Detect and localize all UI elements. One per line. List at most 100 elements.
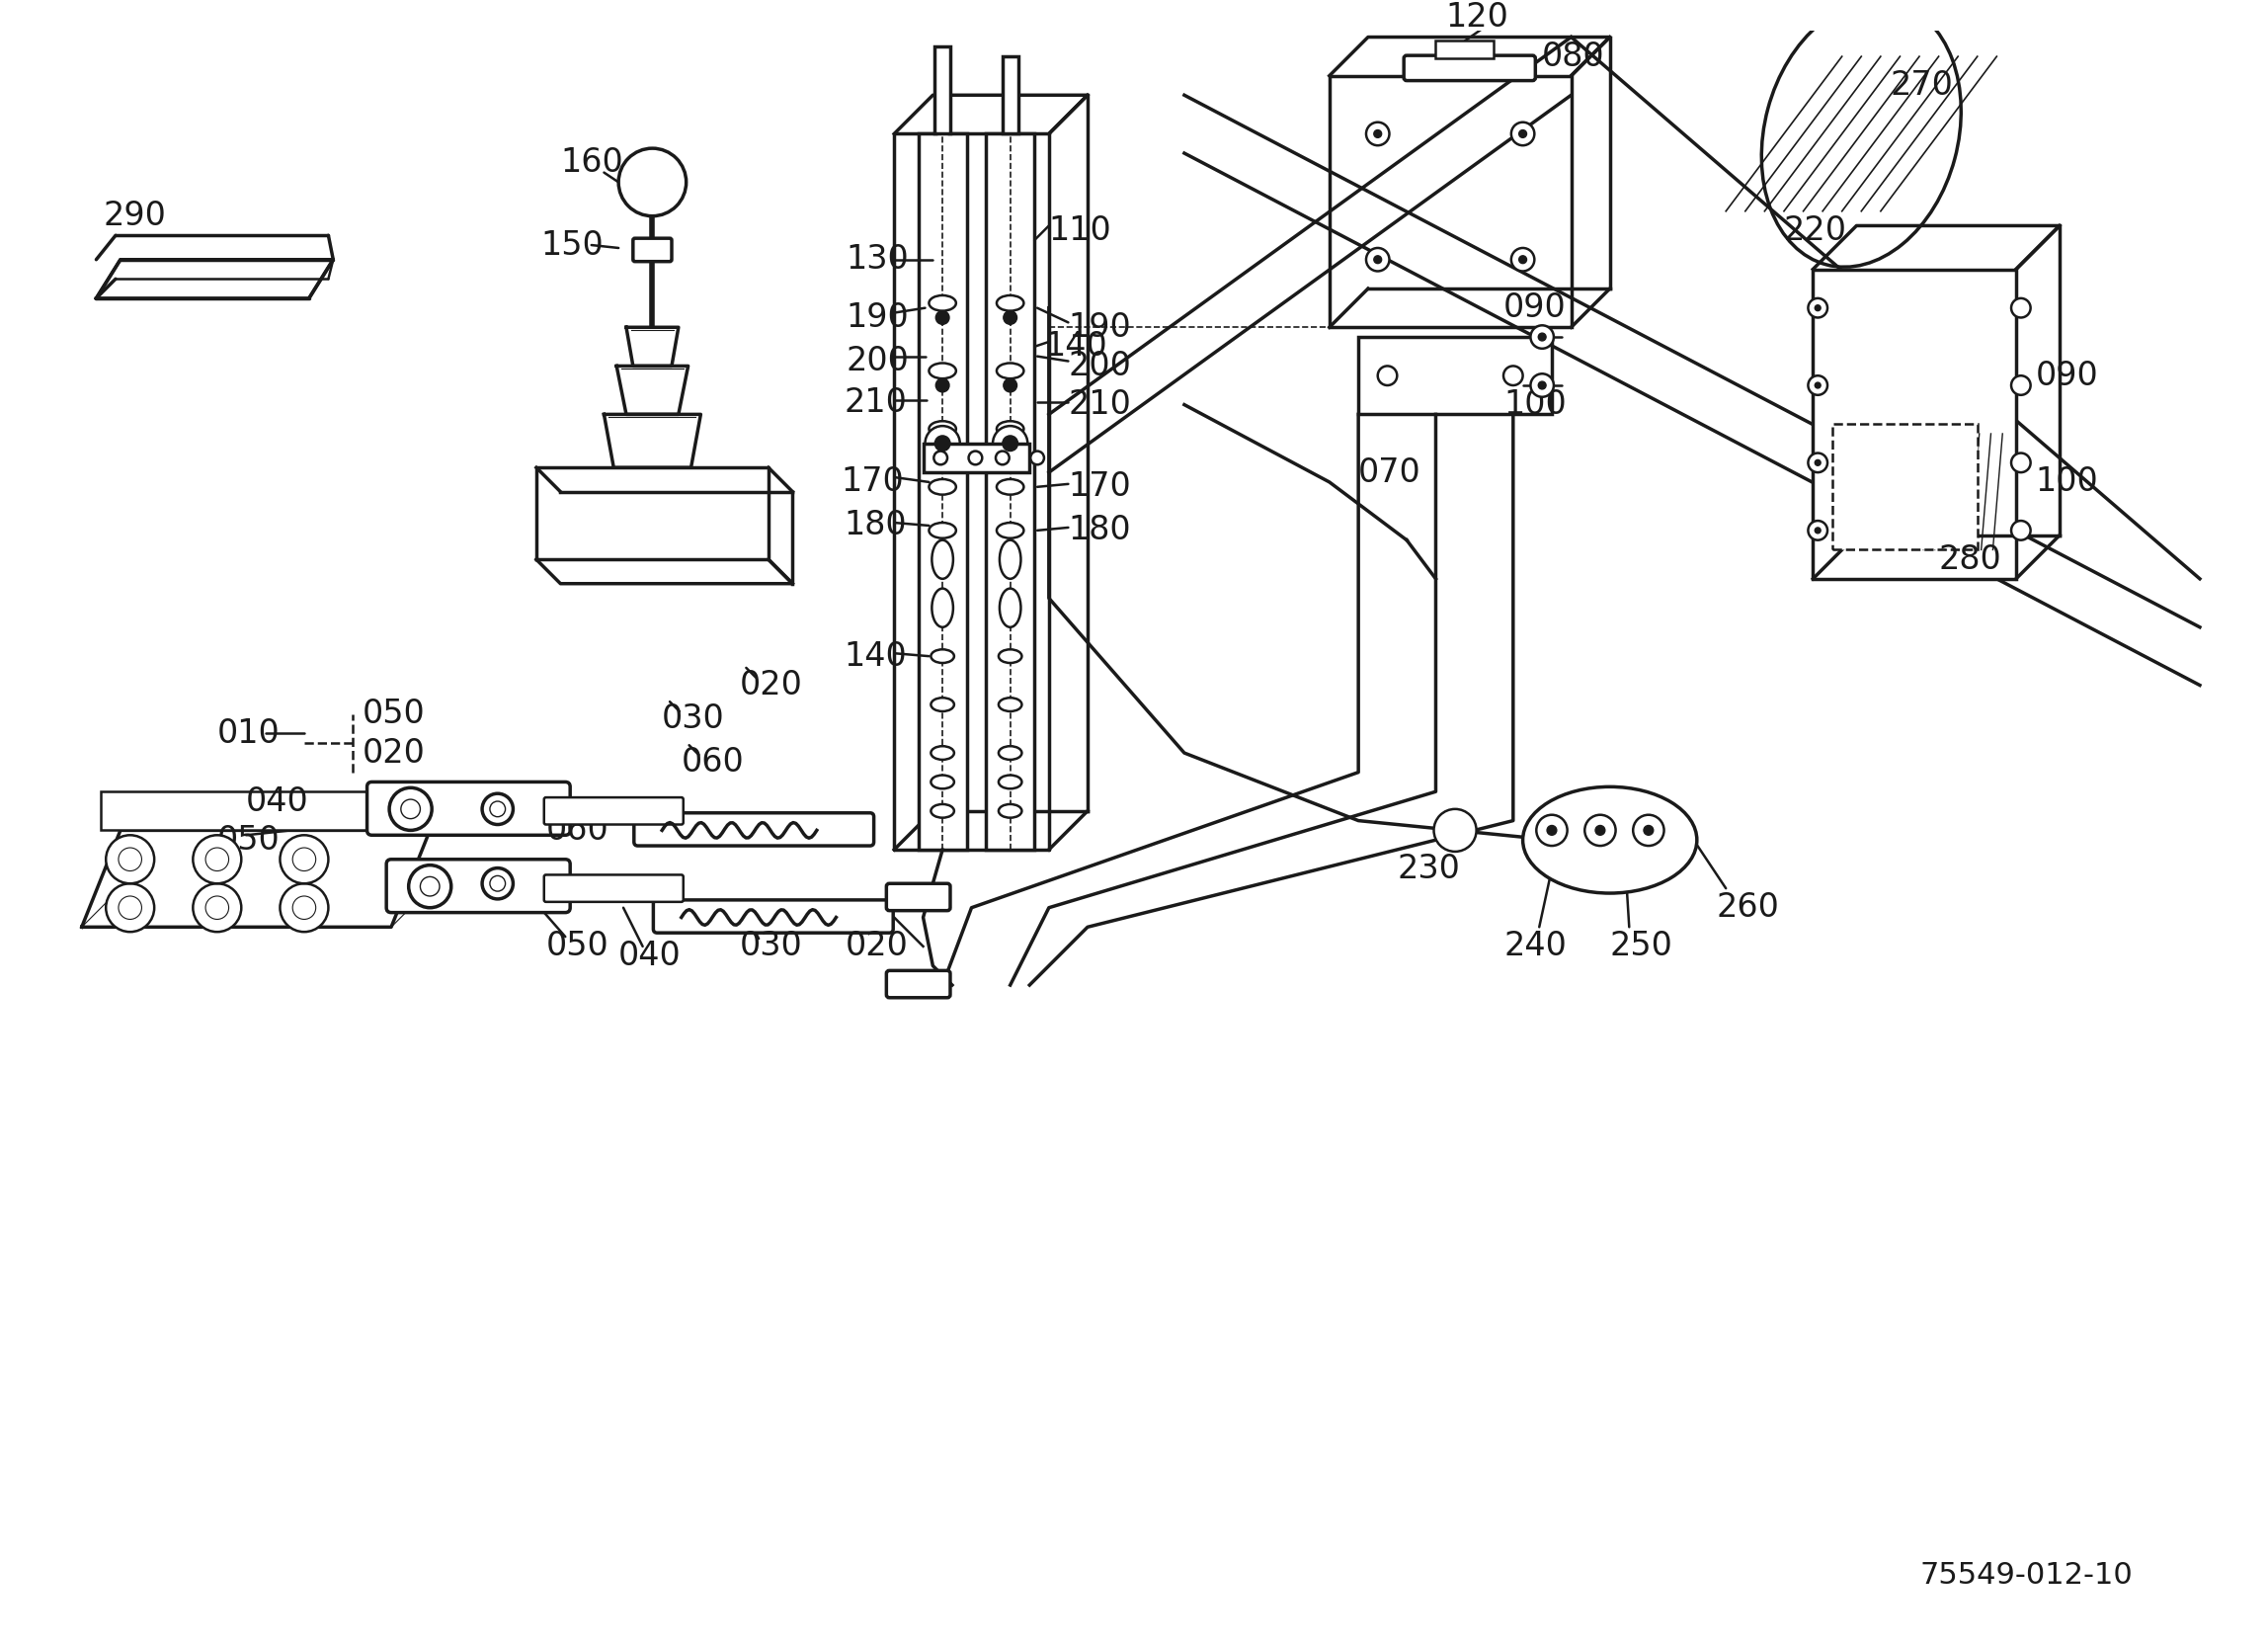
Text: 030: 030 bbox=[662, 703, 726, 735]
Ellipse shape bbox=[996, 422, 1023, 436]
Ellipse shape bbox=[930, 479, 957, 494]
Circle shape bbox=[1538, 333, 1547, 341]
Circle shape bbox=[1808, 376, 1828, 395]
Bar bbox=[1002, 56, 1018, 133]
Circle shape bbox=[2012, 520, 2030, 540]
Circle shape bbox=[1585, 815, 1615, 847]
Circle shape bbox=[1538, 382, 1547, 389]
Ellipse shape bbox=[998, 804, 1023, 817]
Circle shape bbox=[996, 451, 1009, 464]
Circle shape bbox=[1644, 825, 1653, 835]
Ellipse shape bbox=[998, 698, 1023, 712]
Text: 120: 120 bbox=[1445, 2, 1508, 35]
Circle shape bbox=[1808, 298, 1828, 318]
Circle shape bbox=[279, 883, 329, 932]
FancyBboxPatch shape bbox=[544, 875, 683, 903]
Circle shape bbox=[118, 896, 141, 919]
Text: 170: 170 bbox=[841, 466, 905, 499]
FancyBboxPatch shape bbox=[544, 797, 683, 825]
Circle shape bbox=[1808, 453, 1828, 473]
Circle shape bbox=[293, 848, 315, 871]
Circle shape bbox=[1814, 382, 1821, 389]
Bar bbox=[1812, 268, 2016, 578]
Circle shape bbox=[1633, 815, 1665, 847]
Text: 070: 070 bbox=[1359, 456, 1422, 489]
Circle shape bbox=[1002, 311, 1016, 324]
Circle shape bbox=[293, 896, 315, 919]
Text: 130: 130 bbox=[846, 244, 909, 277]
Text: 040: 040 bbox=[619, 940, 680, 972]
Ellipse shape bbox=[932, 588, 953, 628]
Circle shape bbox=[1531, 374, 1554, 397]
Bar bbox=[102, 792, 420, 830]
Bar bbox=[934, 46, 950, 133]
Ellipse shape bbox=[930, 776, 955, 789]
Ellipse shape bbox=[1000, 588, 1021, 628]
Text: 170: 170 bbox=[1068, 471, 1132, 504]
Circle shape bbox=[1510, 249, 1535, 272]
Circle shape bbox=[279, 835, 329, 883]
Text: 020: 020 bbox=[846, 931, 909, 963]
Text: 030: 030 bbox=[739, 931, 803, 963]
Circle shape bbox=[483, 868, 513, 899]
Text: 010: 010 bbox=[218, 718, 281, 749]
Circle shape bbox=[1365, 122, 1390, 145]
Bar bbox=[987, 133, 1034, 850]
Circle shape bbox=[934, 451, 948, 464]
FancyBboxPatch shape bbox=[635, 814, 873, 847]
Circle shape bbox=[1814, 527, 1821, 534]
Circle shape bbox=[934, 435, 950, 451]
Text: 180: 180 bbox=[1068, 514, 1132, 547]
Circle shape bbox=[1520, 130, 1526, 138]
Text: 230: 230 bbox=[1397, 853, 1461, 886]
Circle shape bbox=[408, 865, 451, 907]
Ellipse shape bbox=[930, 698, 955, 712]
Bar bbox=[919, 133, 966, 850]
Polygon shape bbox=[603, 415, 701, 468]
Text: 75549-012-10: 75549-012-10 bbox=[1919, 1561, 2132, 1589]
Text: 240: 240 bbox=[1504, 931, 1567, 963]
Circle shape bbox=[420, 876, 440, 896]
Circle shape bbox=[1531, 326, 1554, 349]
Text: 080: 080 bbox=[1542, 40, 1606, 72]
Text: 280: 280 bbox=[1939, 544, 2003, 576]
Circle shape bbox=[1594, 825, 1606, 835]
Circle shape bbox=[2012, 298, 2030, 318]
Text: 040: 040 bbox=[247, 786, 308, 817]
Circle shape bbox=[390, 787, 431, 830]
Text: 060: 060 bbox=[680, 746, 744, 779]
Text: 020: 020 bbox=[363, 736, 426, 769]
Text: 100: 100 bbox=[2034, 466, 2098, 499]
Text: 090: 090 bbox=[2034, 359, 2098, 392]
Circle shape bbox=[2012, 453, 2030, 473]
Circle shape bbox=[1535, 815, 1567, 847]
Text: 290: 290 bbox=[102, 199, 166, 232]
Circle shape bbox=[193, 883, 240, 932]
FancyBboxPatch shape bbox=[887, 970, 950, 998]
Text: 260: 260 bbox=[1717, 891, 1780, 924]
Circle shape bbox=[1030, 451, 1043, 464]
Ellipse shape bbox=[996, 362, 1023, 379]
Ellipse shape bbox=[930, 362, 957, 379]
FancyBboxPatch shape bbox=[367, 782, 569, 835]
Circle shape bbox=[1510, 122, 1535, 145]
Text: 050: 050 bbox=[547, 931, 608, 963]
Bar bbox=[1329, 76, 1572, 328]
Text: 150: 150 bbox=[542, 229, 603, 262]
Circle shape bbox=[1374, 255, 1381, 264]
Circle shape bbox=[490, 802, 506, 817]
Text: 160: 160 bbox=[560, 147, 624, 180]
Circle shape bbox=[1814, 460, 1821, 466]
Ellipse shape bbox=[998, 649, 1023, 664]
Circle shape bbox=[619, 148, 687, 216]
FancyBboxPatch shape bbox=[1404, 56, 1535, 81]
Text: 020: 020 bbox=[739, 669, 803, 702]
Ellipse shape bbox=[996, 479, 1023, 494]
Circle shape bbox=[193, 835, 240, 883]
Ellipse shape bbox=[1522, 787, 1696, 893]
Text: 090: 090 bbox=[1504, 292, 1567, 324]
Ellipse shape bbox=[996, 522, 1023, 539]
Polygon shape bbox=[82, 830, 431, 927]
Circle shape bbox=[993, 427, 1027, 461]
Circle shape bbox=[490, 876, 506, 891]
